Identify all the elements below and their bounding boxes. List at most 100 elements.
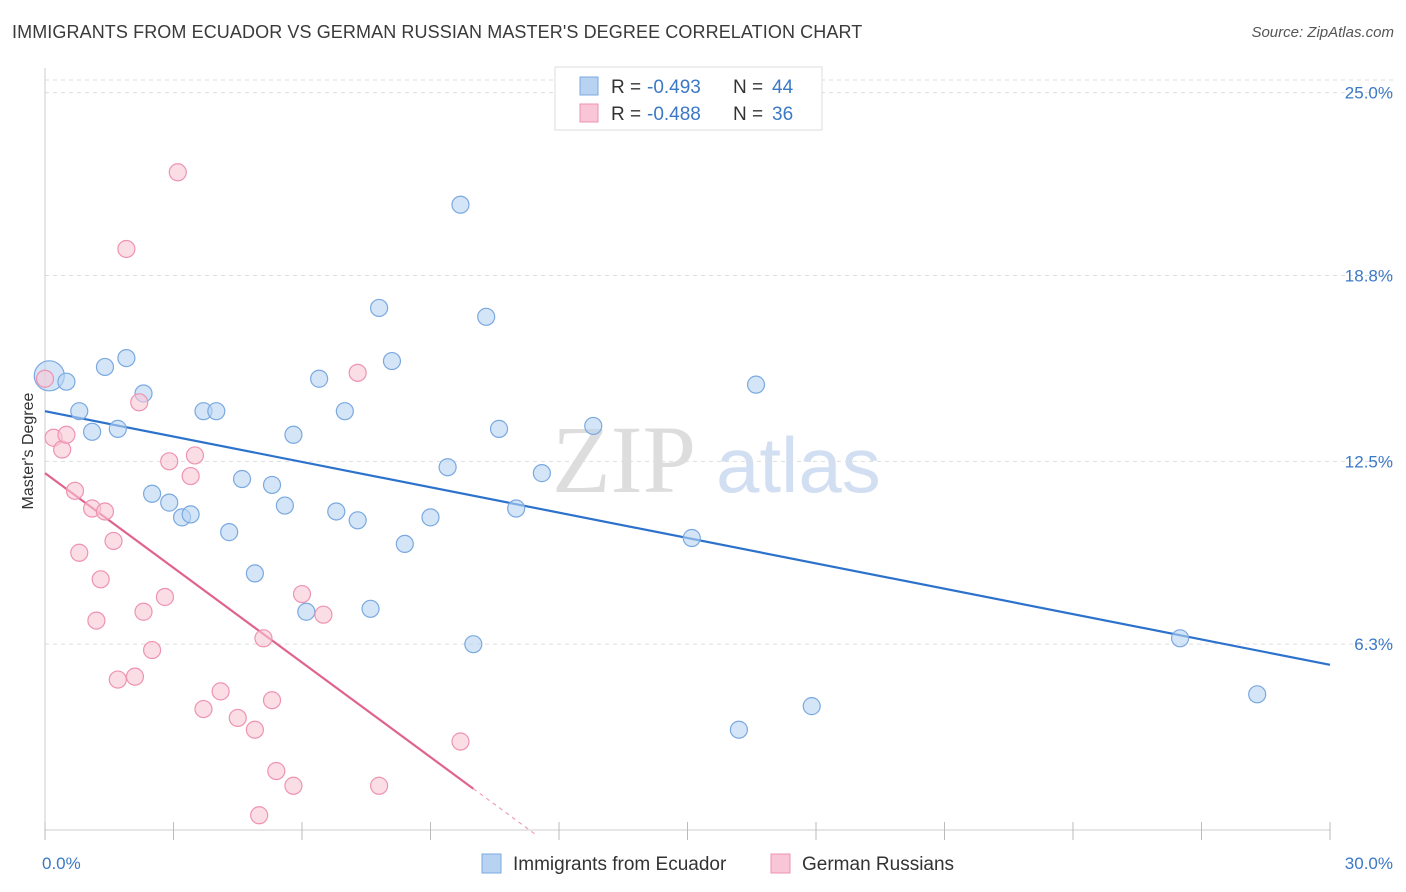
point-pink	[292, 584, 312, 604]
bottom-legend: Immigrants from Ecuador German Russians	[481, 853, 954, 875]
point-blue	[160, 493, 179, 512]
y-tick-label: 12.5%	[1345, 452, 1393, 471]
point-pink	[117, 239, 136, 259]
point-blue	[532, 464, 551, 483]
legend-n-value: 36	[772, 104, 793, 125]
point-blue	[297, 602, 316, 621]
point-blue	[232, 469, 252, 489]
watermark-atlas: atlas	[716, 421, 881, 509]
watermark: ZIP atlas	[552, 406, 881, 513]
y-tick-label: 25.0%	[1345, 84, 1393, 103]
point-blue	[245, 564, 264, 583]
point-pink	[160, 452, 179, 471]
point-blue	[262, 475, 282, 495]
x-tick-label-left: 0.0%	[42, 854, 81, 873]
point-pink	[57, 425, 76, 444]
grid-lines	[45, 79, 1395, 645]
bottom-legend-swatch-blue	[481, 853, 502, 874]
point-blue	[1248, 685, 1267, 704]
point-pink	[267, 761, 286, 781]
point-blue	[117, 348, 136, 368]
point-pink	[284, 776, 303, 795]
point-blue	[361, 599, 380, 618]
point-pink	[104, 531, 123, 551]
point-blue	[477, 307, 496, 326]
legend-r-value: -0.488	[647, 104, 701, 125]
legend-n-label: N =	[733, 77, 763, 98]
point-pink	[125, 667, 145, 686]
point-blue	[746, 375, 766, 394]
watermark-zip: ZIP	[552, 406, 696, 513]
point-blue	[108, 419, 127, 438]
trend-line-extension-pink	[472, 788, 538, 837]
data-points	[33, 163, 1267, 825]
bottom-legend-swatch-pink	[770, 853, 791, 874]
point-blue	[682, 528, 701, 548]
point-pink	[108, 670, 127, 689]
chart-title: IMMIGRANTS FROM ECUADOR VS GERMAN RUSSIA…	[12, 22, 863, 42]
point-pink	[181, 466, 200, 486]
bottom-legend-label-blue: Immigrants from Ecuador	[513, 854, 727, 875]
legend-r-value: -0.493	[647, 77, 701, 98]
point-blue	[802, 697, 821, 716]
y-tick-label: 6.3%	[1354, 635, 1393, 654]
point-pink	[168, 163, 187, 182]
legend-r-label: R =	[611, 104, 641, 125]
point-blue	[83, 422, 102, 441]
bottom-legend-label-pink: German Russians	[802, 854, 954, 875]
point-blue	[142, 484, 162, 503]
point-pink	[91, 570, 110, 589]
point-blue	[57, 372, 76, 391]
point-blue	[489, 419, 509, 438]
point-pink	[87, 611, 106, 630]
source-credit: Source: ZipAtlas.com	[1251, 24, 1394, 41]
point-pink	[314, 605, 333, 624]
point-blue	[220, 523, 239, 542]
point-pink	[451, 732, 470, 751]
point-blue	[395, 534, 414, 554]
point-blue	[729, 720, 749, 739]
point-blue	[207, 402, 226, 421]
point-blue	[275, 496, 294, 515]
point-blue	[451, 195, 470, 214]
point-blue	[181, 505, 200, 524]
point-blue	[327, 502, 346, 521]
point-blue	[70, 402, 89, 421]
point-pink	[370, 776, 389, 795]
point-blue	[1170, 629, 1190, 648]
legend-swatch-blue	[579, 76, 599, 96]
point-blue	[370, 298, 389, 318]
point-blue	[348, 511, 367, 530]
legend-swatch-pink	[579, 103, 599, 123]
point-pink	[262, 691, 282, 710]
point-pink	[65, 481, 85, 500]
point-pink	[142, 640, 162, 660]
y-axis-label: Master's Degree	[20, 392, 37, 509]
legend: R = -0.493 N = 44 R = -0.488 N = 36	[554, 66, 823, 131]
point-blue	[382, 351, 402, 371]
point-pink	[130, 393, 149, 412]
point-pink	[95, 502, 115, 521]
point-pink	[35, 369, 55, 388]
point-pink	[211, 682, 230, 701]
point-blue	[464, 635, 483, 654]
point-blue	[421, 508, 440, 527]
point-blue	[95, 357, 115, 377]
x-tick-label-right: 30.0%	[1345, 854, 1393, 873]
y-axis-label-group: Master's Degree	[20, 392, 37, 509]
point-blue	[335, 402, 354, 421]
point-pink	[185, 446, 205, 465]
legend-r-label: R =	[611, 77, 641, 98]
legend-n-value: 44	[772, 77, 794, 98]
tick-labels: 25.0% 18.8% 12.5% 6.3% 0.0% 30.0%	[42, 84, 1393, 873]
point-pink	[250, 806, 269, 825]
legend-n-label: N =	[733, 104, 763, 125]
point-pink	[155, 587, 175, 607]
point-blue	[284, 425, 303, 444]
point-pink	[228, 708, 247, 728]
point-pink	[254, 629, 273, 648]
point-pink	[245, 720, 264, 739]
point-pink	[70, 543, 89, 562]
point-pink	[348, 363, 367, 382]
